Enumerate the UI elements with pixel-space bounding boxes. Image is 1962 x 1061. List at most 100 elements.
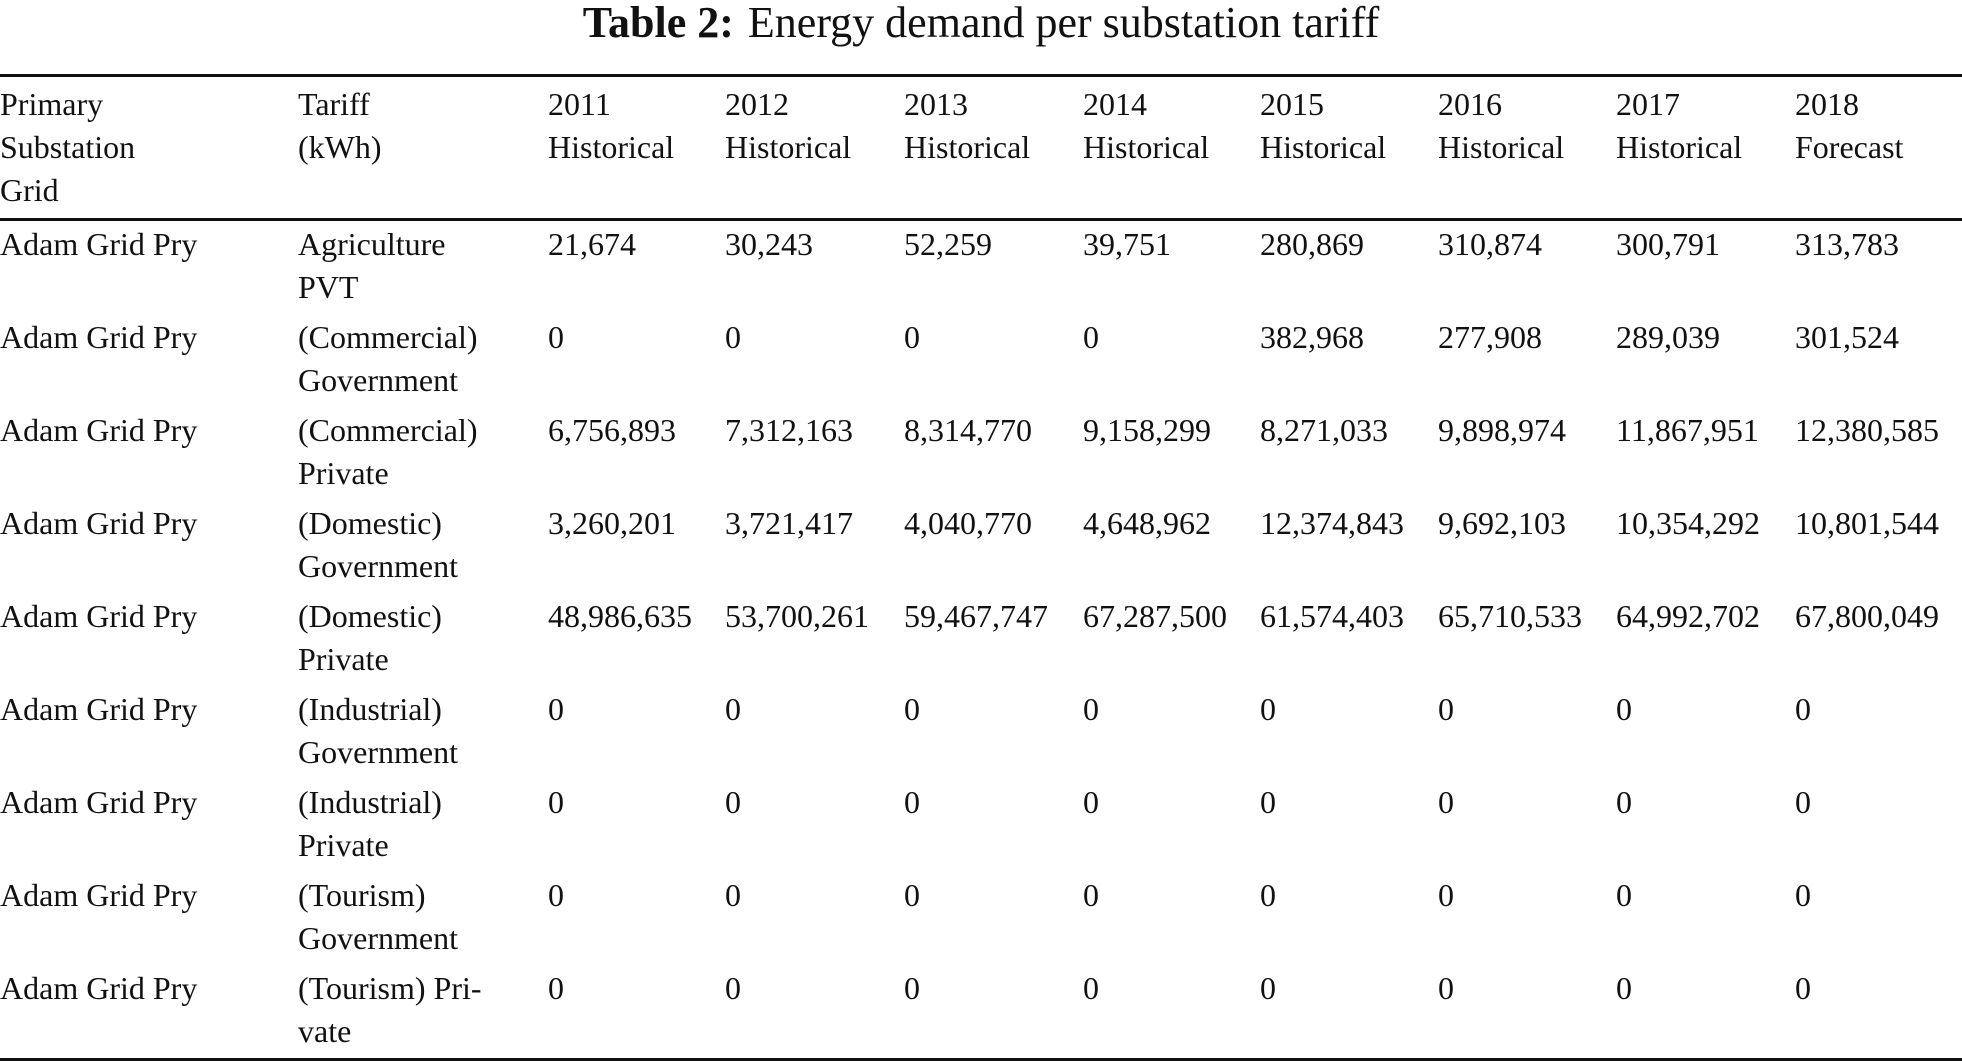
row-label-cell: (Industrial) Government bbox=[298, 691, 458, 770]
value-cell: 0 bbox=[1083, 784, 1099, 820]
value-cell: 0 bbox=[1260, 970, 1276, 1006]
row-label-cell: Adam Grid Pry bbox=[0, 784, 198, 820]
table-body: Adam Grid Pry Agriculture PVT 21,674 30,243… bbox=[0, 220, 1962, 1060]
value-cell: 0 bbox=[1438, 970, 1454, 1006]
value-cell: 0 bbox=[725, 970, 741, 1006]
row-label-cell: (Commercial) Private bbox=[298, 412, 478, 491]
row-label-cell: Adam Grid Pry bbox=[0, 598, 198, 634]
row-label-cell: (Domestic) Government bbox=[298, 505, 458, 584]
value-cell: 0 bbox=[725, 877, 741, 913]
value-cell: 301,524 bbox=[1795, 319, 1899, 355]
value-cell: 0 bbox=[725, 691, 741, 727]
value-cell: 10,801,544 bbox=[1795, 505, 1939, 541]
value-cell: 9,692,103 bbox=[1438, 505, 1566, 541]
row-label-cell: Adam Grid Pry bbox=[0, 877, 198, 913]
row-label-cell: Adam Grid Pry bbox=[0, 691, 198, 727]
value-cell: 67,287,500 bbox=[1083, 598, 1227, 634]
column-header: 2017 Historical bbox=[1616, 86, 1743, 165]
value-cell: 0 bbox=[725, 319, 741, 355]
value-cell: 0 bbox=[904, 970, 920, 1006]
column-header: Primary Substation Grid bbox=[0, 86, 136, 208]
table-row: Adam Grid Pry (Industrial) Government 0 0 0 0… bbox=[0, 686, 1962, 779]
table-row: Adam Grid Pry (Commercial) Government 0 0 0 0… bbox=[0, 314, 1962, 407]
value-cell: 30,243 bbox=[725, 226, 813, 262]
table-row: Adam Grid Pry (Tourism) Government 0 0 0 0 0 0 0… bbox=[0, 872, 1962, 965]
value-cell: 0 bbox=[1438, 877, 1454, 913]
value-cell: 9,158,299 bbox=[1083, 412, 1211, 448]
value-cell: 0 bbox=[725, 784, 741, 820]
value-cell: 0 bbox=[1260, 691, 1276, 727]
row-label-cell: (Industrial) Private bbox=[298, 784, 442, 863]
column-header: 2011 Historical bbox=[548, 86, 675, 165]
table-row: Adam Grid Pry (Domestic) Private 48,986,63… bbox=[0, 593, 1962, 686]
value-cell: 48,986,635 bbox=[548, 598, 692, 634]
row-label-cell: Adam Grid Pry bbox=[0, 970, 198, 1006]
value-cell: 310,874 bbox=[1438, 226, 1542, 262]
value-cell: 280,869 bbox=[1260, 226, 1364, 262]
value-cell: 0 bbox=[1795, 691, 1811, 727]
row-label-cell: (Commercial) Government bbox=[298, 319, 478, 398]
value-cell: 67,800,049 bbox=[1795, 598, 1939, 634]
value-cell: 12,374,843 bbox=[1260, 505, 1404, 541]
value-cell: 300,791 bbox=[1616, 226, 1720, 262]
value-cell: 0 bbox=[1438, 784, 1454, 820]
table-caption: Table 2: Energy demand per substation tar… bbox=[0, 0, 1962, 46]
value-cell: 0 bbox=[1616, 784, 1632, 820]
value-cell: 0 bbox=[904, 319, 920, 355]
row-label-cell: Adam Grid Pry bbox=[0, 319, 198, 355]
row-label-cell: (Domestic) Private bbox=[298, 598, 442, 677]
value-cell: 8,314,770 bbox=[904, 412, 1032, 448]
row-label-cell: Adam Grid Pry bbox=[0, 505, 198, 541]
value-cell: 0 bbox=[1795, 877, 1811, 913]
value-cell: 289,039 bbox=[1616, 319, 1720, 355]
value-cell: 12,380,585 bbox=[1795, 412, 1939, 448]
column-header: 2014 Historical bbox=[1083, 86, 1210, 165]
caption-text: Energy demand per substation tariff bbox=[747, 0, 1380, 47]
table-head: Primary Substation Grid Tariff (kWh) 2011 … bbox=[0, 75, 1962, 220]
value-cell: 0 bbox=[1083, 691, 1099, 727]
table-row: Adam Grid Pry Agriculture PVT 21,674 30,243… bbox=[0, 220, 1962, 315]
value-cell: 0 bbox=[904, 691, 920, 727]
value-cell: 4,648,962 bbox=[1083, 505, 1211, 541]
column-header: 2016 Historical bbox=[1438, 86, 1565, 165]
value-cell: 382,968 bbox=[1260, 319, 1364, 355]
value-cell: 0 bbox=[548, 691, 564, 727]
value-cell: 9,898,974 bbox=[1438, 412, 1566, 448]
value-cell: 0 bbox=[904, 784, 920, 820]
value-cell: 3,721,417 bbox=[725, 505, 853, 541]
table-row: Adam Grid Pry (Industrial) Private 0 0 0 0 0 0 0… bbox=[0, 779, 1962, 872]
value-cell: 4,040,770 bbox=[904, 505, 1032, 541]
value-cell: 0 bbox=[1083, 970, 1099, 1006]
row-label-cell: Agriculture PVT bbox=[298, 226, 446, 305]
value-cell: 21,674 bbox=[548, 226, 636, 262]
column-header: 2018 Forecast bbox=[1795, 86, 1904, 165]
value-cell: 0 bbox=[548, 319, 564, 355]
data-table: Primary Substation Grid Tariff (kWh) 2011 … bbox=[0, 74, 1962, 1061]
value-cell: 65,710,533 bbox=[1438, 598, 1582, 634]
column-header: Tariff (kWh) bbox=[298, 86, 382, 165]
row-label-cell: (Tourism) Pri- vate bbox=[298, 970, 482, 1049]
row-label-cell: Adam Grid Pry bbox=[0, 226, 198, 262]
value-cell: 0 bbox=[1795, 970, 1811, 1006]
value-cell: 0 bbox=[904, 877, 920, 913]
value-cell: 6,756,893 bbox=[548, 412, 676, 448]
column-header: 2015 Historical bbox=[1260, 86, 1387, 165]
value-cell: 11,867,951 bbox=[1616, 412, 1759, 448]
value-cell: 8,271,033 bbox=[1260, 412, 1388, 448]
value-cell: 0 bbox=[1083, 877, 1099, 913]
table-row: Adam Grid Pry (Commercial) Private 6,756,8… bbox=[0, 407, 1962, 500]
value-cell: 52,259 bbox=[904, 226, 992, 262]
value-cell: 7,312,163 bbox=[725, 412, 853, 448]
value-cell: 0 bbox=[1795, 784, 1811, 820]
value-cell: 0 bbox=[548, 877, 564, 913]
value-cell: 0 bbox=[548, 784, 564, 820]
value-cell: 3,260,201 bbox=[548, 505, 676, 541]
value-cell: 0 bbox=[548, 970, 564, 1006]
value-cell: 0 bbox=[1260, 877, 1276, 913]
row-label-cell: (Tourism) Government bbox=[298, 877, 458, 956]
header-row: Primary Substation Grid Tariff (kWh) 2011 … bbox=[0, 75, 1962, 220]
table-row: Adam Grid Pry (Tourism) Pri- vate 0 0 0 0 0 0 0 0 bbox=[0, 965, 1962, 1060]
value-cell: 39,751 bbox=[1083, 226, 1171, 262]
caption-label: Table 2: bbox=[582, 0, 734, 47]
